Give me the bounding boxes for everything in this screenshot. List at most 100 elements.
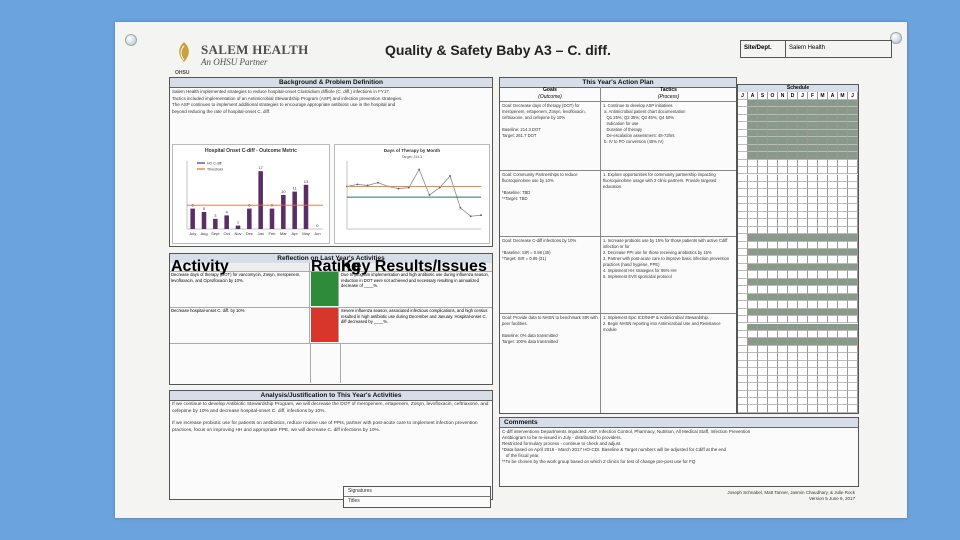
schedule-cell [828,234,838,242]
schedule-cell [838,219,848,227]
goal-3: Goal: Decrease C-diff infections by 10% … [502,238,577,261]
schedule-cell [848,345,858,354]
schedule-cell [828,308,838,317]
schedule-cell [838,204,848,212]
schedule-cell [808,360,818,369]
schedule-cell [848,144,858,153]
schedule-cell [838,107,848,115]
schedule-cell [748,286,758,294]
schedule-cell [788,144,798,153]
schedule-cell [848,159,858,168]
goals-label: Goals [543,87,557,93]
bar-label: 11 [293,186,298,191]
schedule-cell [818,241,828,249]
schedule-cell [798,181,808,190]
schedule-cell [758,107,768,115]
schedule-cell [848,390,858,398]
schedule-cell [788,405,798,413]
schedule-cell [818,196,828,205]
schedule-cell [828,353,838,361]
comment-line: Restricted formulary process - continue … [502,441,622,446]
data-point [438,186,441,189]
schedule-cell [788,249,798,257]
schedule-cell [758,241,768,249]
schedule-cell [818,114,828,123]
schedule-cell [778,301,788,309]
schedule-cell [788,167,798,175]
x-tick-label: Oct [224,231,231,236]
schedule-cell [748,405,758,413]
schedule-cell [748,196,758,205]
schedule-cell [788,368,798,376]
schedule-cell [838,390,848,398]
schedule-cell [768,152,778,160]
schedule-cell [738,129,748,138]
schedule-cell [738,181,748,190]
schedule-cell [768,204,778,212]
schedule-cell [748,181,758,190]
schedule-cell [828,219,838,227]
schedule-cell [838,286,848,294]
schedule-cell [778,330,788,339]
schedule-cell [758,122,768,130]
schedule-cell [808,226,818,235]
schedule-cell [818,308,828,317]
schedule-cell [828,100,838,108]
schedule-cell [788,278,798,287]
schedule-cell [788,345,798,354]
schedule-cell [818,286,828,294]
schedule-cell [768,256,778,264]
schedule-cell [788,100,798,108]
schedule-cell [768,278,778,287]
schedule-cell [818,189,828,197]
schedule-cell [798,167,808,175]
comment-line: of the fiscal year. [502,453,540,458]
schedule-cell [808,189,818,197]
a3-poster: SALEM HEALTH An OHSU Partner OHSU Qualit… [115,22,907,518]
schedule-cell [768,330,778,339]
goal-1: Goal: Decrease days of therapy (DOT) for… [502,103,586,138]
schedule-cell [828,271,838,279]
chart-subtitle: Target: 214.3 [401,155,423,159]
schedule-cell [738,249,748,257]
schedule-cell [788,226,798,235]
schedule-cell [748,167,758,175]
schedule-cell [778,189,788,197]
schedule-cell [818,181,828,190]
schedule-cell [778,293,788,302]
schedule-cell [748,271,758,279]
reflection-header-row: Activity Rating Key Results/Issues [170,259,492,275]
schedule-cell [758,286,768,294]
schedule-cell [818,390,828,398]
bar-label: 5 [203,206,206,211]
schedule-cell [798,390,808,398]
schedule-cell [838,174,848,182]
schedule-cell [788,256,798,264]
hoc-diff-chart: Hospital Onset C-diff - Outcome Metric 6… [172,144,330,244]
schedule-cell [738,122,748,130]
schedule-cell [828,114,838,123]
data-point [418,168,421,171]
schedule-cell [828,338,838,346]
schedule-cell [788,159,798,168]
schedule-cell [748,241,758,249]
schedule-cell [808,204,818,212]
schedule-cell [848,405,858,413]
schedule-cell [788,271,798,279]
schedule-cell [818,338,828,346]
divider [500,170,736,171]
schedule-cell [788,330,798,339]
schedule-cell [748,301,758,309]
x-tick-label: May [302,231,310,236]
schedule-cell [768,107,778,115]
bar-label: 17 [258,165,263,170]
schedule-cell [818,375,828,384]
titles-label: Titles [348,498,360,504]
schedule-cell [838,256,848,264]
schedule-cell [818,256,828,264]
bar [235,225,241,229]
schedule-cell [758,368,768,376]
schedule-cell [848,278,858,287]
schedule-cell [818,122,828,130]
schedule-cell [838,308,848,317]
